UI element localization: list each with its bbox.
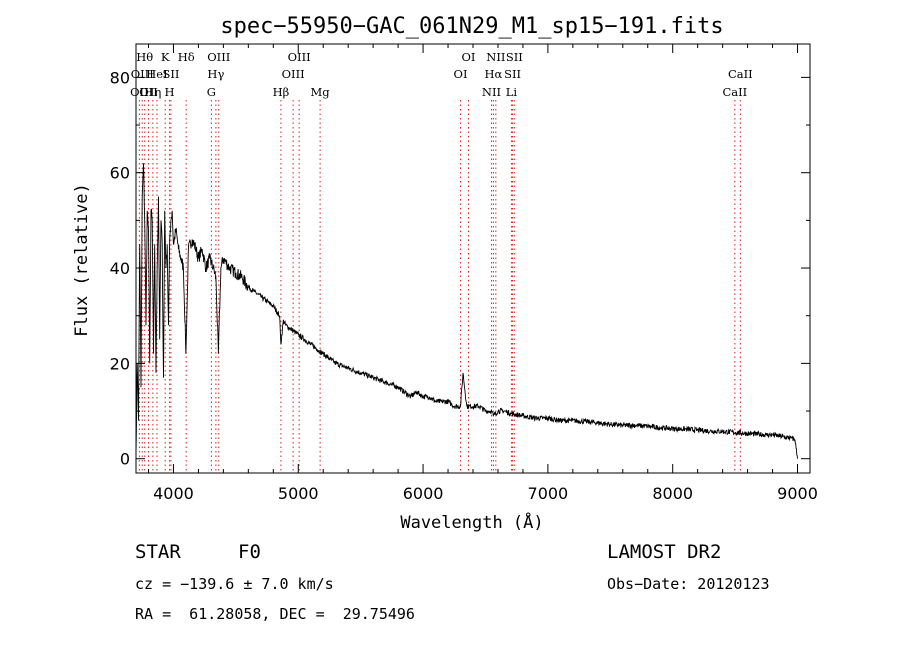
chart-title: spec−55950−GAC_061N29_M1_sp15−191.fits	[220, 14, 723, 39]
spectral-line-label: NII	[482, 85, 501, 99]
spectral-line-label: OII	[130, 85, 149, 99]
spectral-line-label: OII	[139, 85, 158, 99]
spectrum-series	[135, 163, 798, 459]
spectral-line-label: G	[207, 85, 216, 99]
x-axis-label: Wavelength (Å)	[400, 511, 543, 533]
spectral-line-label: HeI	[146, 67, 167, 81]
x-tick-label: 7000	[528, 484, 569, 503]
spectral-line-label: SII	[506, 50, 523, 64]
survey-name: LAMOST DR2	[607, 541, 722, 563]
spectral-line-label: Hβ	[273, 85, 290, 99]
y-tick-label: 0	[120, 450, 130, 469]
spectral-line-label: Mg	[311, 85, 331, 99]
spectrum-line	[135, 163, 798, 459]
observation-date: Obs−Date: 20120123	[607, 575, 770, 593]
y-tick-label: 40	[110, 259, 130, 278]
object-subclass: F0	[238, 541, 261, 563]
x-tick-label: 5000	[278, 484, 319, 503]
spectral-line-label: OI	[462, 50, 476, 64]
spectral-line-label: Hδ	[178, 50, 195, 64]
spectral-line-label: CaII	[722, 85, 747, 99]
x-tick-label: 9000	[777, 484, 818, 503]
spectral-line-label: NII	[486, 50, 505, 64]
spectral-line-label: K	[161, 50, 170, 64]
spectral-line-label: OIII	[282, 67, 305, 81]
spectral-line-label: Hθ	[136, 50, 153, 64]
x-tick-label: 4000	[153, 484, 194, 503]
spectral-line-label: SII	[504, 67, 521, 81]
spectral-line-label: OI	[454, 67, 468, 81]
spectral-line-label: H	[165, 85, 175, 99]
spectral-line-label: Li	[506, 85, 518, 99]
y-tick-label: 60	[110, 164, 130, 183]
spectral-line-label: CaII	[728, 67, 753, 81]
spectral-line-label: OIII	[207, 50, 230, 64]
y-tick-label: 20	[110, 354, 130, 373]
spectral-line-label: SII	[162, 67, 179, 81]
axis-ticks: 4000 5000 6000 7000 8000 9000 0 20 40 60 80	[110, 44, 818, 503]
y-tick-label: 80	[110, 68, 130, 87]
spectral-line-label: OIII	[288, 50, 311, 64]
sky-coordinates: RA = 61.28058, DEC = 29.75496	[135, 605, 415, 623]
x-tick-label: 6000	[403, 484, 444, 503]
spectral-line-markers: OIIOIIIHθOIIHηHeIKHSIIHδGHγOIIIHβOIIIOII…	[130, 50, 753, 473]
x-tick-label: 8000	[652, 484, 693, 503]
spectral-line-label: Hη	[144, 85, 161, 99]
spectral-line-label: Hα	[484, 67, 502, 81]
object-class: STAR	[135, 541, 181, 563]
spectral-line-label: Hγ	[207, 67, 224, 81]
y-axis-label: Flux (relative)	[72, 183, 92, 337]
redshift-velocity: cz = −139.6 ± 7.0 km/s	[135, 575, 334, 593]
